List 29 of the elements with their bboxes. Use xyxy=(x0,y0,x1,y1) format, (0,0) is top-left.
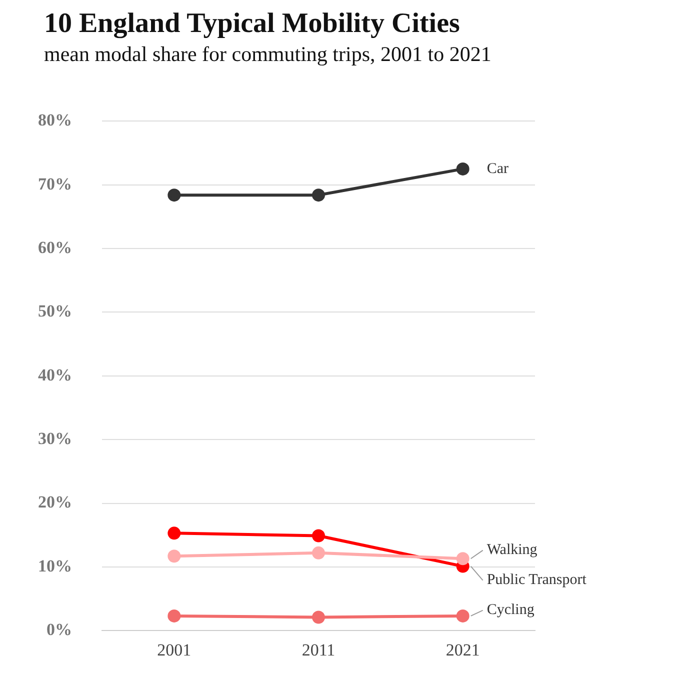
y-tick-label: 50% xyxy=(38,302,72,321)
series-label: Cycling xyxy=(486,602,535,618)
point xyxy=(456,162,470,176)
x-tick-label: 2001 xyxy=(157,640,192,660)
y-tick-label: 0% xyxy=(46,620,72,639)
y-tick-label: 10% xyxy=(38,556,72,576)
point xyxy=(312,188,325,202)
y-tick-label: 30% xyxy=(38,428,72,448)
point xyxy=(168,526,181,540)
point xyxy=(312,546,325,560)
point xyxy=(168,550,181,563)
y-tick-label: 40% xyxy=(38,365,72,384)
y-tick-label: 20% xyxy=(38,492,72,512)
point xyxy=(312,529,325,542)
point xyxy=(168,609,181,622)
x-tick-label: 2021 xyxy=(446,640,480,660)
y-tick-label: 70% xyxy=(38,174,72,194)
chart-title: 10 England Typical Mobility Cities xyxy=(44,8,461,40)
y-tick-label: 80% xyxy=(38,110,72,130)
point xyxy=(168,188,181,202)
series-label: Walking xyxy=(486,542,538,558)
y-tick-label: 60% xyxy=(38,238,72,257)
chart-subtitle: mean modal share for commuting trips, 2001 to 2021 xyxy=(44,42,492,67)
point xyxy=(456,552,470,566)
series-label: Car xyxy=(486,160,509,177)
x-tick-label: 2011 xyxy=(302,640,336,660)
point xyxy=(312,610,325,624)
point xyxy=(456,609,470,622)
series-label: Public Transport xyxy=(486,572,588,588)
